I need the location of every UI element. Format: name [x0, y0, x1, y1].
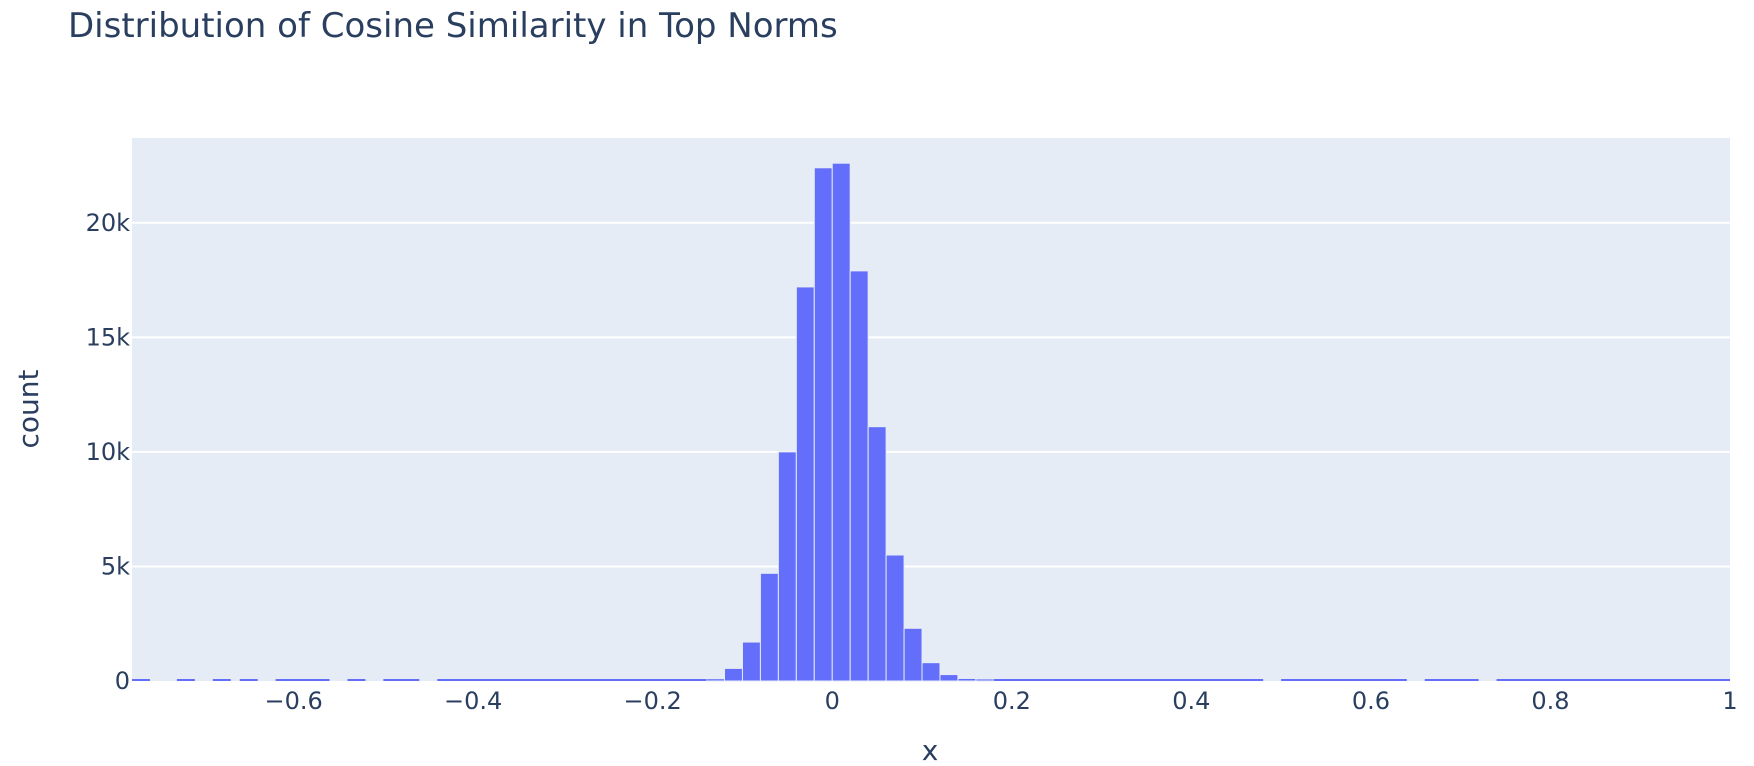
y-gridlines — [132, 221, 1730, 568]
sparse-bin — [993, 679, 1264, 681]
x-axis-title: x — [922, 734, 939, 766]
x-tick-label: −0.2 — [624, 687, 682, 715]
histogram-bar — [957, 677, 977, 682]
x-tick-label: 0.2 — [993, 687, 1031, 715]
x-tick-label: 0.8 — [1531, 687, 1569, 715]
histogram-bar — [813, 167, 833, 682]
histogram-bar — [724, 667, 743, 682]
histogram-bar — [741, 641, 761, 682]
sparse-bin — [437, 679, 707, 681]
y-tick-label: 5k — [101, 552, 130, 580]
sparse-bin — [1424, 679, 1479, 681]
histogram-bar — [706, 678, 726, 682]
histogram-bars — [706, 162, 995, 682]
histogram-bar — [759, 572, 779, 682]
y-axis-ticks: 0 5k 10k 15k 20k — [86, 209, 131, 695]
histogram-bar — [795, 286, 815, 682]
histogram-bar — [849, 270, 869, 682]
sparse-bin — [275, 679, 330, 681]
histogram-bar — [777, 451, 797, 682]
chart-title: Distribution of Cosine Similarity in Top… — [68, 6, 838, 46]
y-axis-title: count — [12, 369, 45, 448]
sparse-bin — [239, 679, 258, 681]
y-tick-label: 20k — [86, 209, 131, 237]
sparse-bin — [1281, 679, 1407, 681]
histogram-bar — [975, 678, 995, 682]
sparse-bin — [1496, 679, 1730, 681]
x-tick-label: 0 — [825, 687, 840, 715]
histogram-bar — [903, 627, 923, 682]
sparse-bin — [212, 679, 231, 681]
x-tick-label: 1 — [1722, 687, 1737, 715]
histogram-bar — [831, 162, 851, 682]
histogram-bar — [939, 674, 959, 682]
x-tick-label: −0.6 — [264, 687, 322, 715]
plot-area — [132, 138, 1730, 681]
x-tick-label: −0.4 — [444, 687, 502, 715]
sparse-bin — [383, 679, 420, 681]
y-tick-label: 0 — [115, 667, 130, 695]
histogram-bar — [867, 426, 887, 682]
sparse-bins — [132, 679, 1730, 681]
sparse-bin — [347, 679, 366, 681]
histogram-bar — [921, 662, 941, 682]
x-tick-label: 0.6 — [1352, 687, 1390, 715]
sparse-bin — [132, 679, 150, 681]
x-axis-ticks: −0.6 −0.4 −0.2 0 0.2 0.4 0.6 0.8 1 — [264, 687, 1737, 715]
y-tick-label: 10k — [86, 438, 131, 466]
sparse-bin — [176, 679, 195, 681]
y-tick-label: 15k — [86, 323, 131, 351]
histogram-bar — [885, 554, 905, 682]
x-tick-label: 0.4 — [1172, 687, 1210, 715]
